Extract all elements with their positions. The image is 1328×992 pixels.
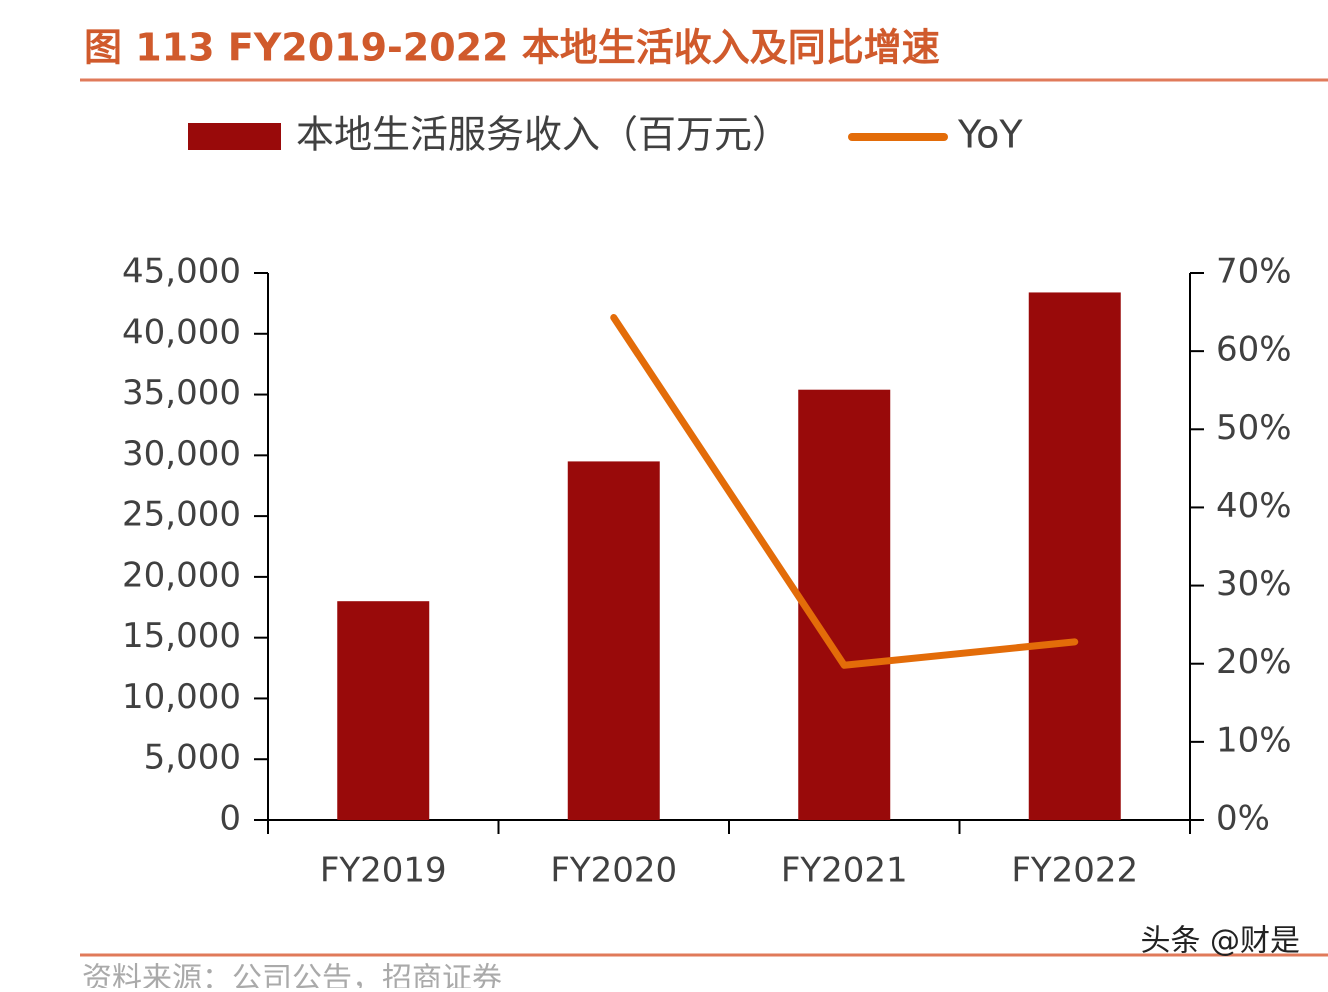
y-tick-label: 5,000 <box>144 738 241 778</box>
yoy-line <box>610 314 1079 669</box>
chart-title: 图 113 FY2019-2022 本地生活收入及同比增速 <box>84 26 940 70</box>
y-tick-label: 15,000 <box>122 616 241 656</box>
legend-label: 本地生活服务收入（百万元） <box>296 113 790 157</box>
legend-label: YoY <box>957 113 1023 157</box>
x-tick-label: FY2019 <box>320 851 447 891</box>
y2-tick-label: 50% <box>1216 408 1292 448</box>
legend-swatch <box>188 123 281 150</box>
y-tick-label: 10,000 <box>122 677 241 717</box>
y-tick-label: 35,000 <box>122 373 241 413</box>
y2-tick-label: 60% <box>1216 330 1292 370</box>
y-tick-label: 40,000 <box>122 312 241 352</box>
y2-tick-label: 0% <box>1216 799 1270 839</box>
y-tick-label: 30,000 <box>122 434 241 474</box>
source: 资料来源：公司公告，招商证券 <box>82 962 502 989</box>
x-tick-label: FY2021 <box>781 851 908 891</box>
bar <box>567 461 660 820</box>
watermark: 头条 @财是 <box>1140 924 1300 959</box>
y-tick-label: 25,000 <box>122 495 241 535</box>
y-tick-label: 20,000 <box>122 555 241 595</box>
bar <box>337 601 430 820</box>
y2-tick-label: 40% <box>1216 486 1292 526</box>
bar <box>1028 292 1121 821</box>
y2-tick-label: 30% <box>1216 564 1292 604</box>
y-tick-label: 45,000 <box>122 252 241 292</box>
y2-tick-label: 70% <box>1216 252 1292 292</box>
bar <box>798 389 891 820</box>
y2-tick-label: 20% <box>1216 642 1292 682</box>
x-tick-label: FY2022 <box>1011 851 1138 891</box>
x-tick-label: FY2020 <box>550 851 677 891</box>
y-tick-label: 0 <box>219 799 241 839</box>
y2-tick-label: 10% <box>1216 720 1292 760</box>
